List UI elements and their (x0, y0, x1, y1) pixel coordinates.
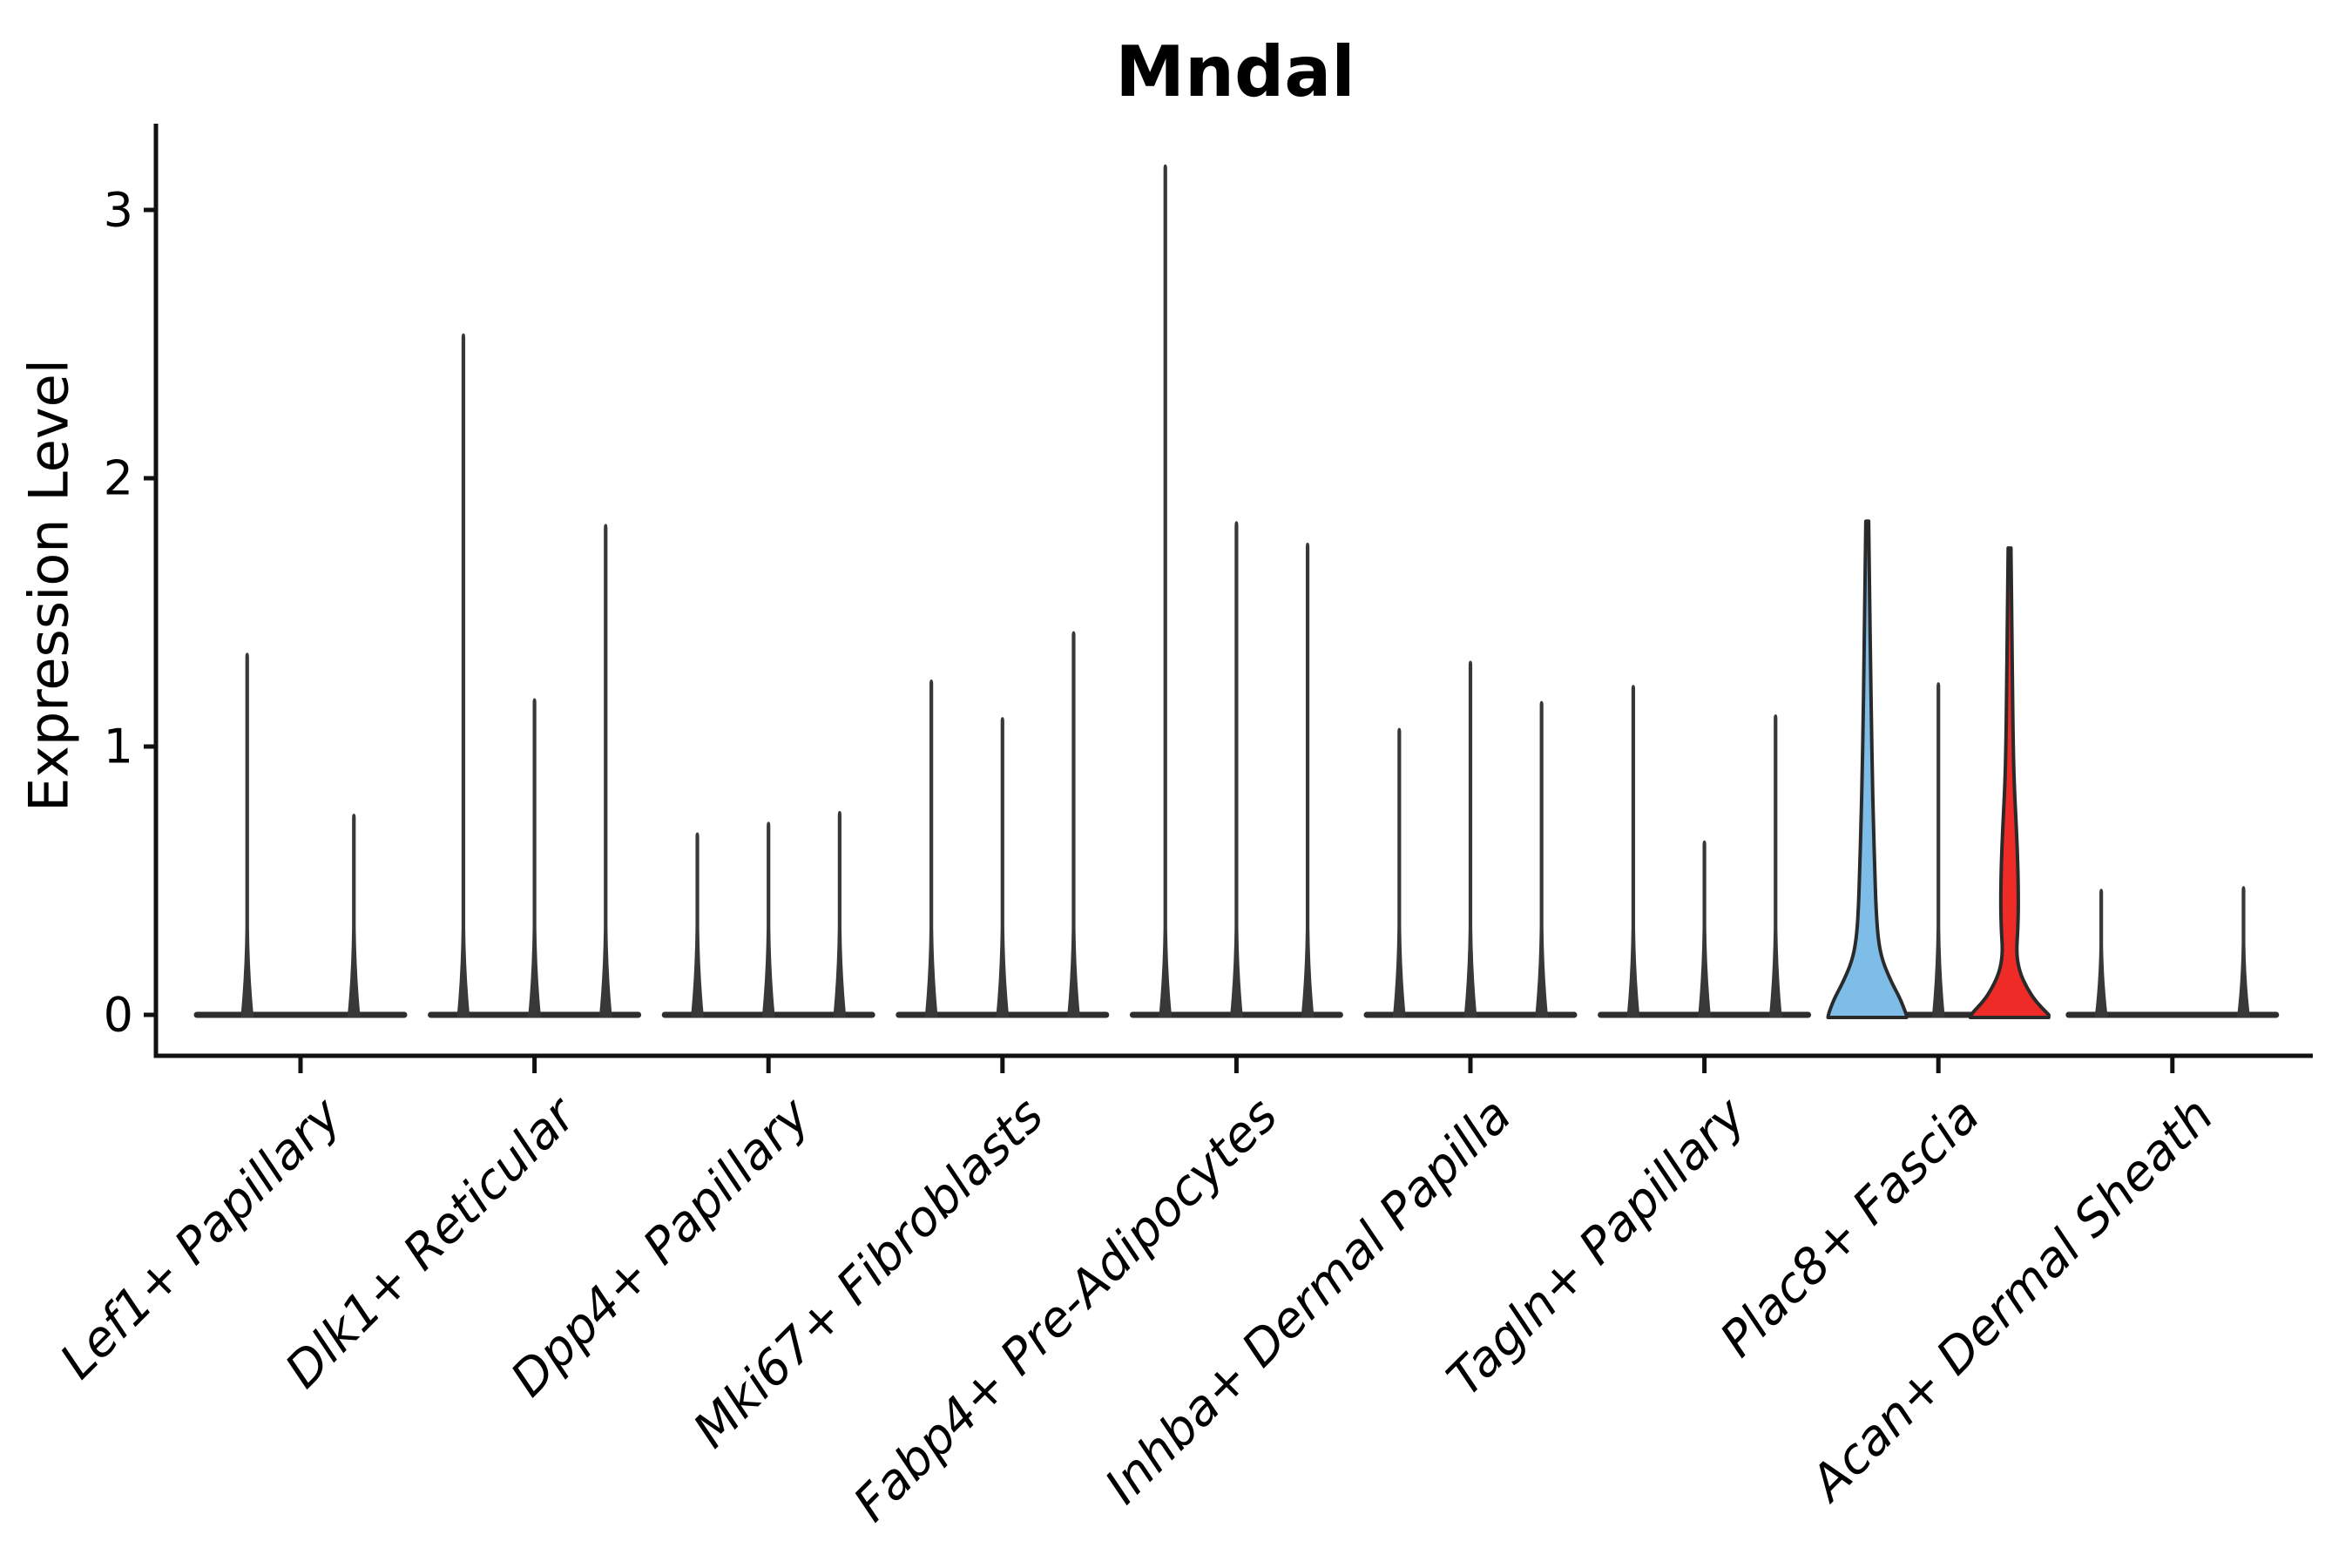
violin-spike (1463, 660, 1477, 1017)
violin-spike (2094, 889, 2108, 1017)
violin-spike (691, 832, 705, 1017)
violin-spike (347, 814, 361, 1017)
violin-spike (1535, 700, 1549, 1017)
violin-spike (528, 698, 542, 1017)
violin-spike (1066, 631, 1080, 1017)
violin-spike (924, 679, 938, 1017)
violin-spike (761, 821, 775, 1017)
violin-spike (1698, 840, 1712, 1017)
plot-title: Mndal (1115, 31, 1355, 112)
y-tick-label: 1 (103, 719, 133, 774)
violin-spike (1626, 685, 1640, 1017)
violin-highlight-red (1968, 546, 2051, 1019)
violin-spike (240, 652, 254, 1017)
violin-spike (833, 810, 847, 1017)
violin-spike (1301, 542, 1315, 1017)
y-tick-label: 0 (103, 987, 133, 1043)
violin-spike (1768, 714, 1782, 1017)
violin-spike (996, 717, 1010, 1017)
violin-base-bar (2065, 1011, 2280, 1018)
violin-spike (456, 333, 470, 1017)
y-tick-label: 3 (103, 182, 133, 238)
y-tick-label: 2 (103, 450, 133, 506)
violin-base-bar (193, 1011, 408, 1018)
violin-highlight-blue (1826, 519, 1909, 1019)
violin-spike (1229, 521, 1243, 1017)
violin-spike (1159, 164, 1173, 1017)
violin-spike (1931, 682, 1945, 1017)
violin-spike (1392, 727, 1406, 1017)
violin-spike (2236, 886, 2250, 1017)
violin-spike (598, 524, 612, 1017)
